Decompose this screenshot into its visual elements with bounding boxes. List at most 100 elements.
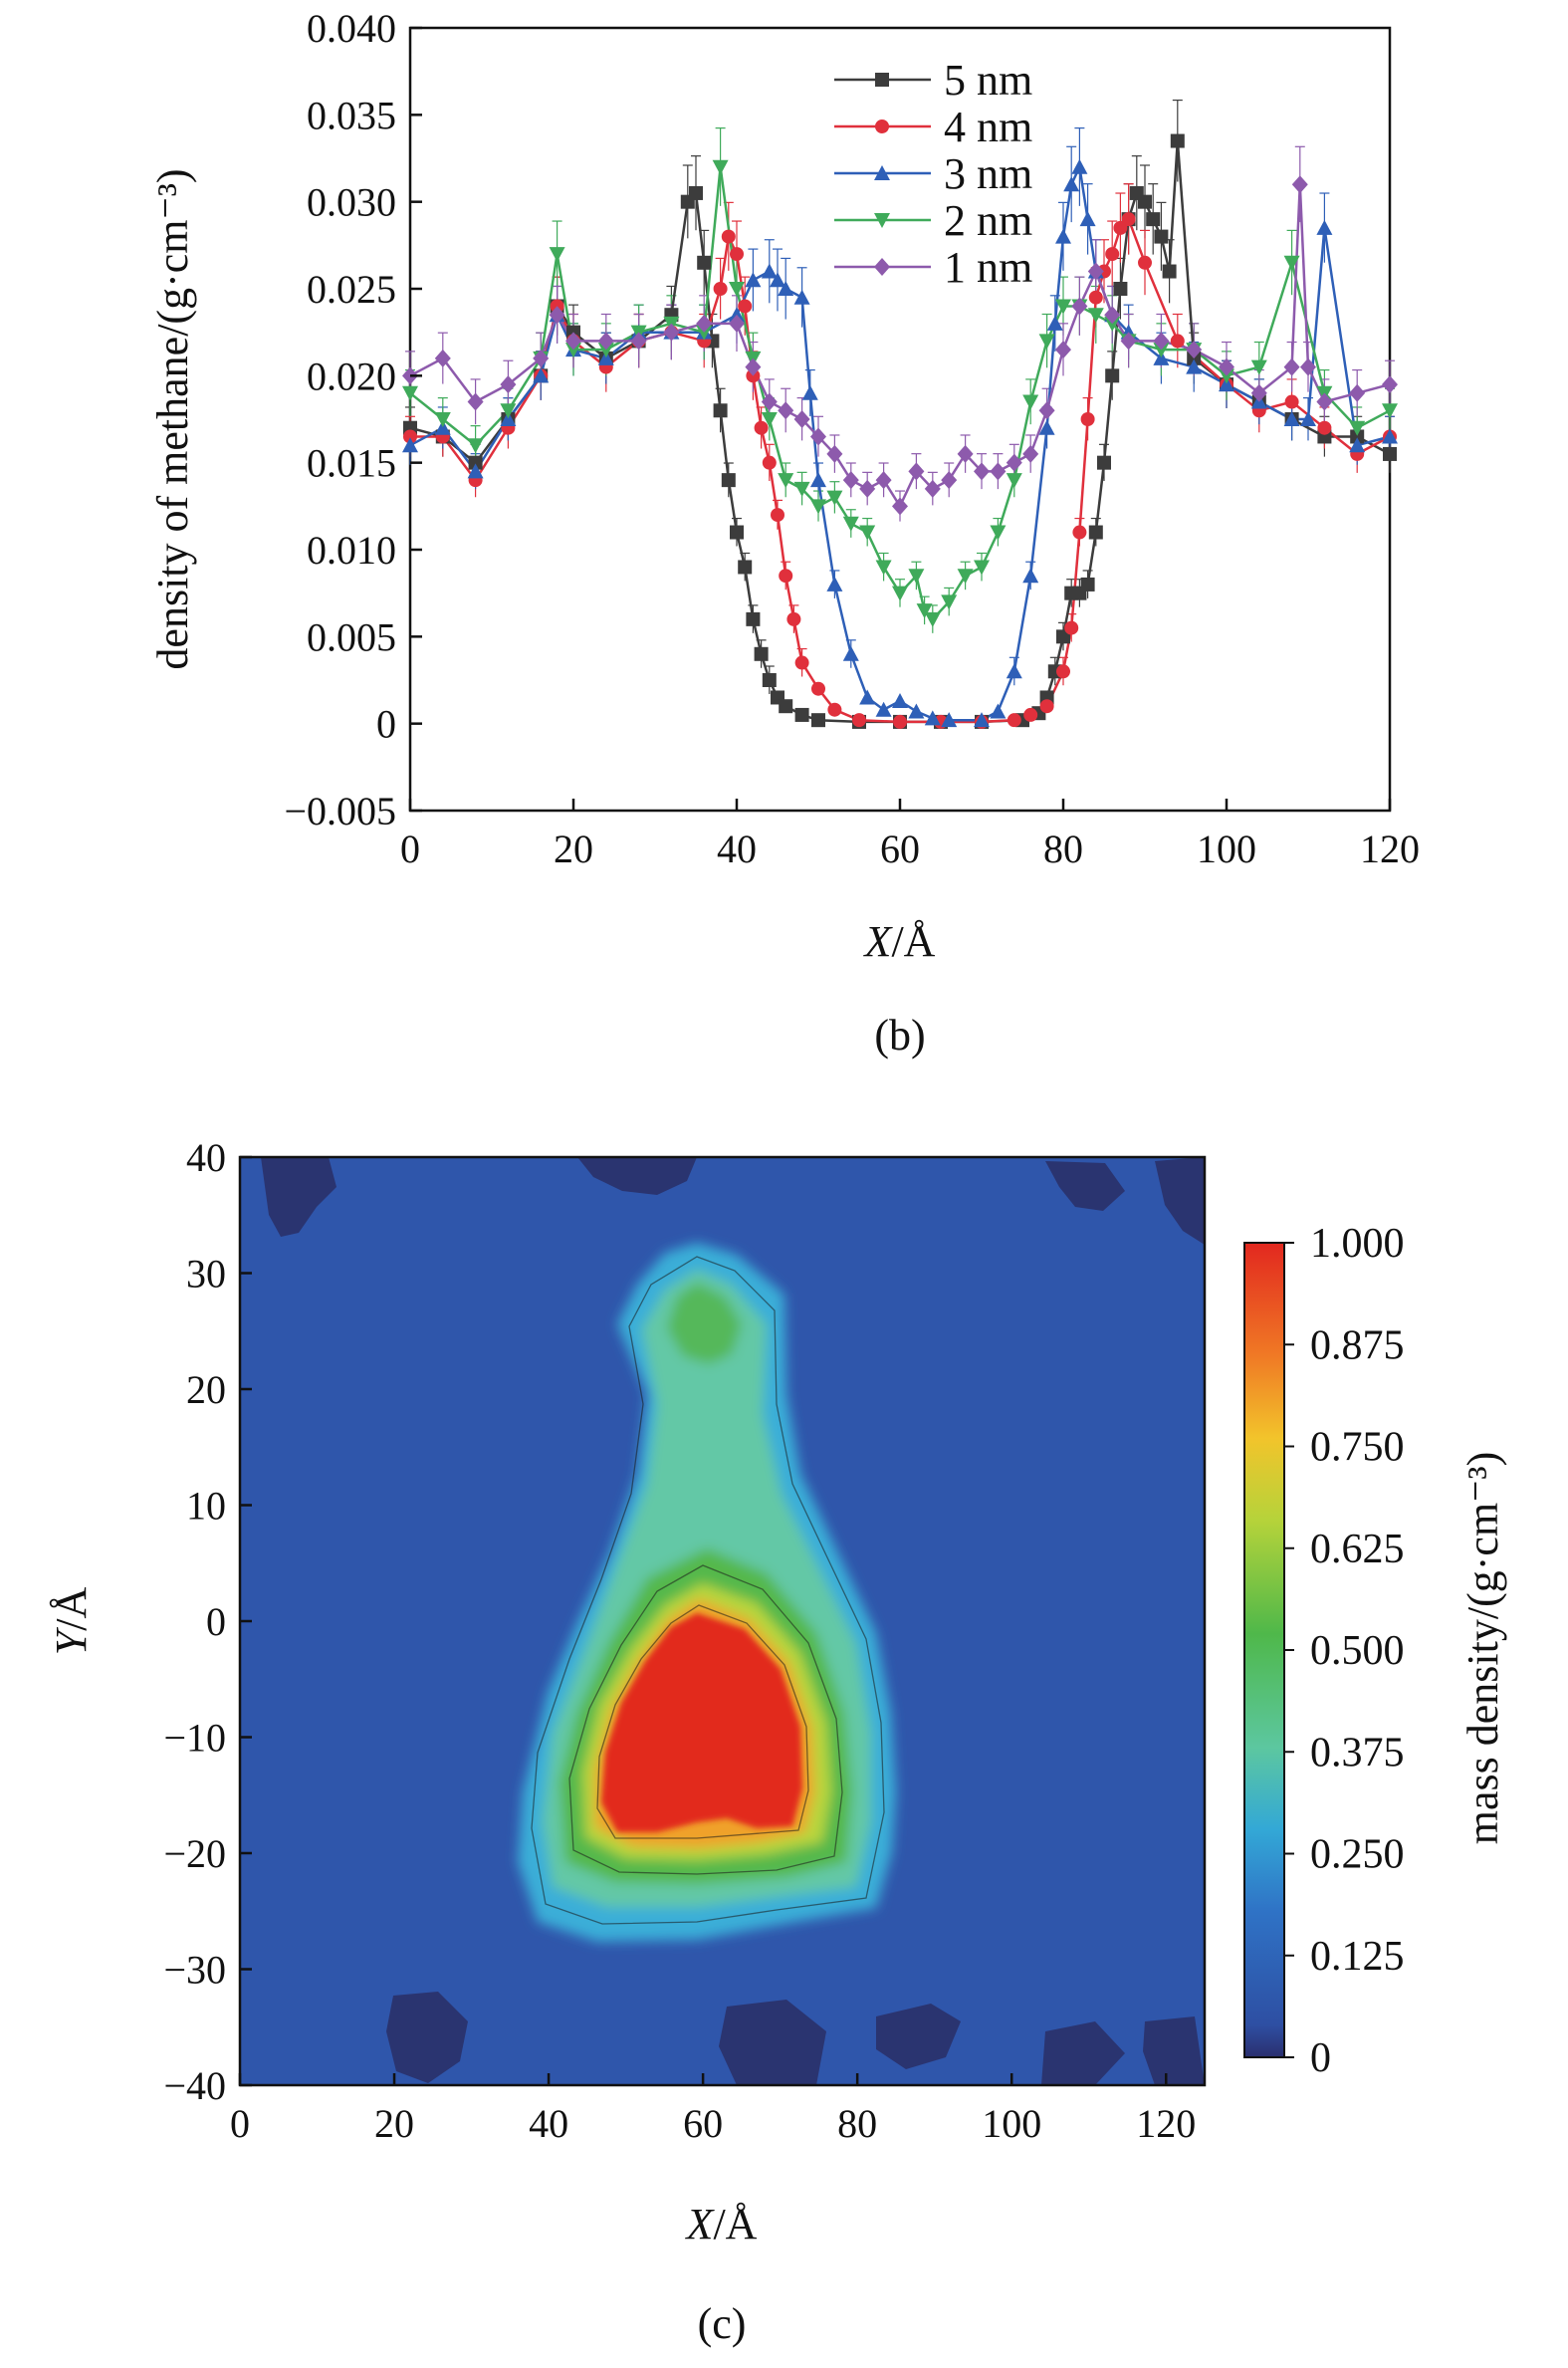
heatmap-y-tick-label: −10 (163, 1716, 226, 1761)
data-point (1105, 247, 1120, 262)
data-point (1121, 212, 1136, 227)
data-point (697, 255, 712, 270)
panel-caption-b: (b) (874, 1011, 925, 1060)
data-point (778, 281, 794, 296)
data-point (990, 525, 1007, 541)
data-point (811, 681, 825, 696)
data-point (761, 263, 778, 279)
data-point (402, 385, 418, 401)
data-point (1071, 158, 1088, 174)
data-point (1087, 262, 1104, 281)
data-point (549, 306, 565, 325)
data-point (1350, 429, 1365, 444)
data-point (434, 349, 451, 367)
data-point (916, 603, 933, 619)
data-point (713, 282, 728, 296)
heatmap-y-axis-label: Y/Å (47, 1587, 96, 1656)
data-point (1006, 663, 1022, 679)
colorbar-tick-label: 0.750 (1310, 1425, 1405, 1471)
colorbar-tick-label: 1.000 (1310, 1221, 1405, 1267)
data-point (1186, 341, 1203, 359)
data-point (941, 471, 958, 490)
data-point (1055, 299, 1071, 315)
data-point (1071, 297, 1088, 316)
data-point (1382, 428, 1398, 444)
data-point (1088, 290, 1103, 305)
heatmap-y-tick-label: 40 (186, 1135, 226, 1180)
heatmap-axes: 0 20 40 60 80 100 120 −40 −30 −20 −10 0 10 20 30 40 (163, 1135, 1196, 2146)
axes: 0 20 40 60 80 100 120−0.00500.0050.0100.0150.0… (284, 6, 1420, 871)
x-axis-label-var: X (863, 917, 894, 966)
data-point (467, 463, 484, 479)
data-point (1349, 383, 1366, 402)
panel-caption-c: (c) (698, 2299, 747, 2348)
heatmap-x-axis-label: X/Å (685, 2200, 758, 2249)
data-point (786, 611, 801, 626)
data-point (826, 576, 843, 592)
colorbar-tick-label: 0.125 (1310, 1934, 1405, 1980)
data-point (793, 410, 810, 428)
data-point (892, 497, 908, 516)
contour-line-inner (596, 1604, 809, 1839)
data-point (1250, 383, 1267, 402)
data-point (745, 272, 762, 288)
data-point (1162, 264, 1177, 279)
data-point (597, 343, 614, 358)
colorbar-tick-label: 0.375 (1310, 1730, 1405, 1776)
data-point (1006, 453, 1022, 472)
data-point (696, 325, 713, 341)
data-point (1349, 420, 1366, 436)
patch-bottom-b (719, 2000, 826, 2085)
data-point (1349, 437, 1366, 453)
data-point (941, 594, 958, 610)
data-point (1316, 392, 1333, 411)
data-point (500, 411, 517, 426)
heatmap-y-axis-label-var: Y (47, 1626, 96, 1655)
heatmap-y-axis-label-unit: /Å (47, 1587, 96, 1631)
data-point (1046, 315, 1063, 331)
data-point (1153, 343, 1170, 358)
data-point (1153, 332, 1170, 351)
contour-line-outer (531, 1256, 885, 1925)
data-point (565, 343, 581, 358)
contour-line-middle (568, 1564, 843, 1875)
data-point (730, 525, 744, 540)
data-point (1079, 211, 1096, 227)
data-point (1113, 220, 1128, 235)
heatmap-x-tick-label: 120 (1136, 2101, 1196, 2146)
data-point (1055, 341, 1071, 359)
heatmap-x-tick-label: 20 (374, 2101, 414, 2146)
x-tick-label: 120 (1360, 827, 1420, 871)
data-point (1316, 219, 1333, 235)
line-chart-panel: 0 20 40 60 80 100 120−0.00500.0050.0100.0150.0… (148, 6, 1420, 1060)
data-point (696, 314, 713, 333)
y-tick-label: 0.005 (307, 614, 396, 659)
data-point (794, 707, 809, 722)
high-density-core (601, 1613, 802, 1832)
y-tick-label: −0.005 (284, 789, 396, 833)
data-point (1022, 394, 1039, 410)
data-point (1006, 473, 1022, 489)
data-point (1022, 568, 1039, 584)
data-point (761, 392, 778, 411)
data-point (1039, 699, 1054, 714)
series-markers (402, 133, 1398, 729)
data-point (771, 508, 784, 523)
data-point (908, 703, 925, 719)
y-tick-label: 0.030 (307, 180, 396, 225)
data-point (630, 332, 647, 351)
patch-top-left (261, 1157, 336, 1237)
data-point (1056, 664, 1070, 679)
data-point (1170, 133, 1185, 148)
data-point (729, 307, 745, 323)
patch-bottom-d (1041, 2021, 1125, 2085)
data-point (793, 289, 810, 305)
colorbar-tick-label: 0.500 (1310, 1628, 1405, 1674)
data-point (924, 710, 941, 726)
data-point (597, 350, 614, 365)
data-point (852, 713, 866, 728)
data-point (500, 375, 517, 394)
colorbar-tick-label: 0.250 (1310, 1832, 1405, 1878)
x-axis-label: X/Å (863, 917, 936, 966)
data-point (467, 438, 484, 454)
